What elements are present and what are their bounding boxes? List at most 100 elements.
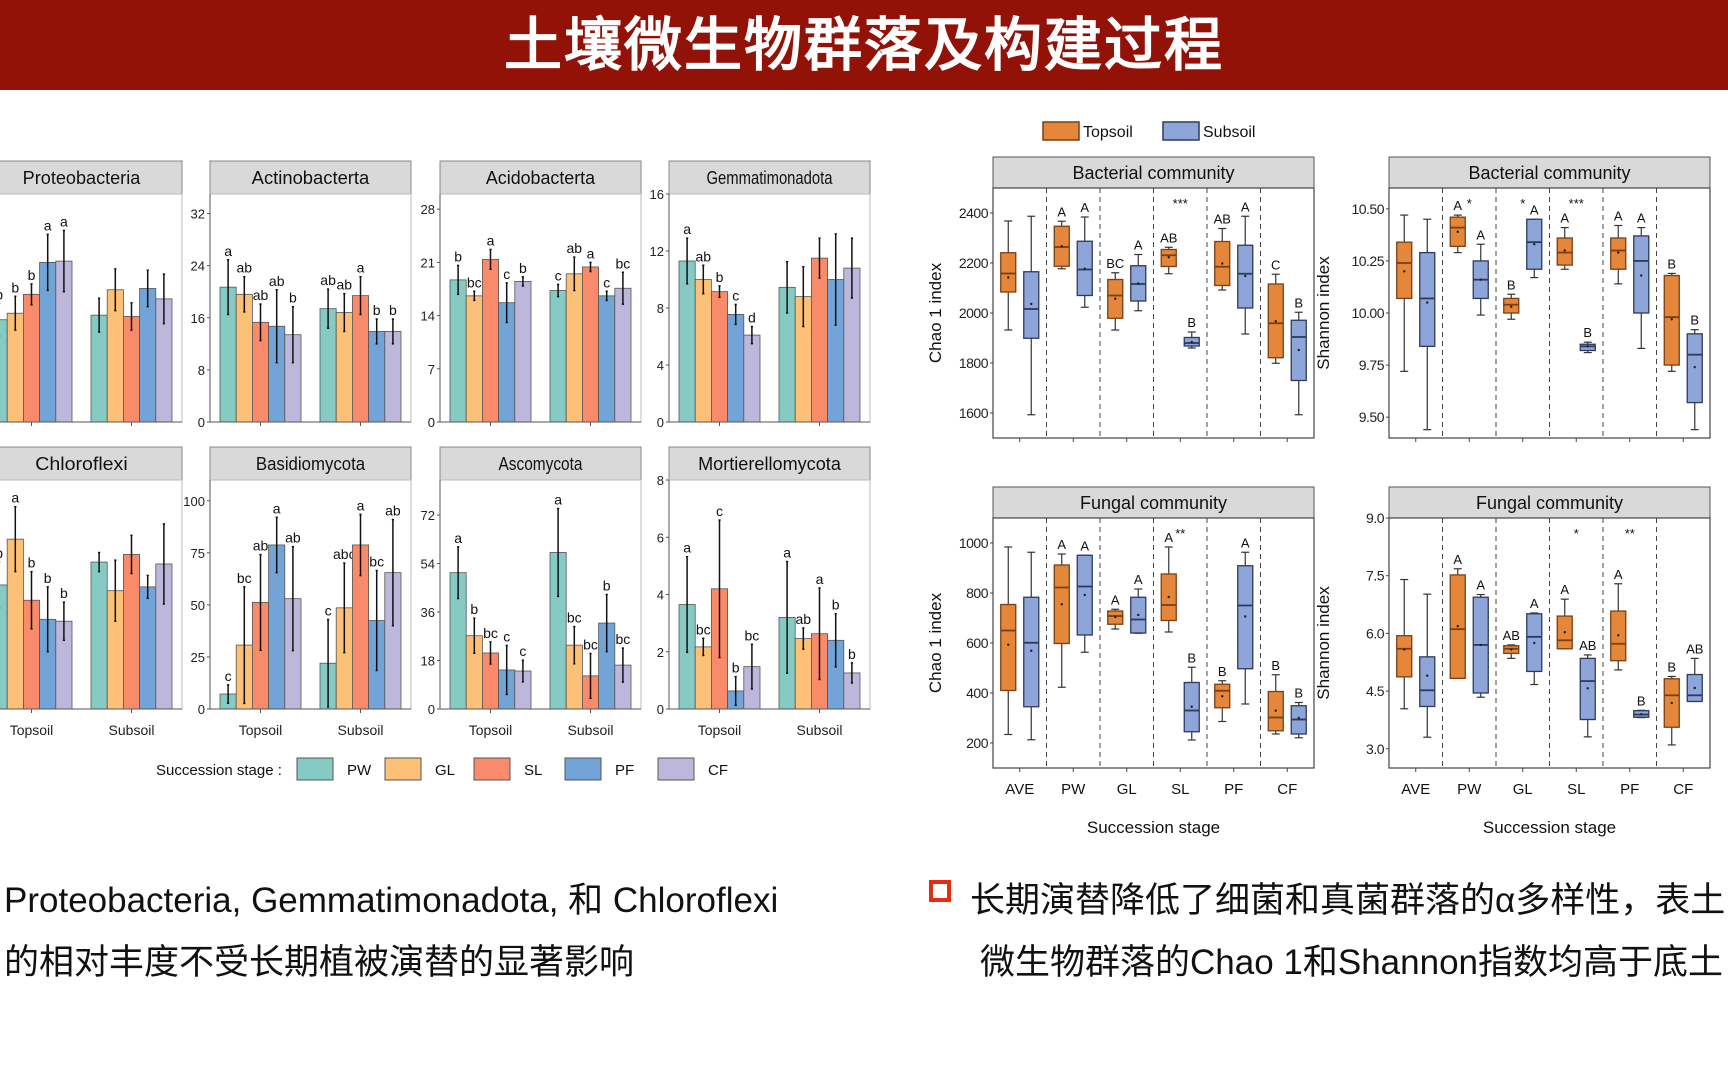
significance-letter: c [716,503,723,519]
y-tick-label: 1600 [959,405,989,421]
significance-letter: A [1530,202,1539,217]
panel-title: Gemmatimonadota [707,168,834,188]
bar-panel-chloroflexi: ChloroflexiTopsoilbabbbSubsoil [0,446,183,738]
significance-letter: bc [616,631,631,647]
mean-point [1083,267,1086,270]
significance-letter: abc [333,546,356,562]
significance-letter: a [44,217,52,233]
legend-label: GL [435,762,455,779]
mean-point [1007,276,1010,279]
x-category-label: Subsoil [109,722,155,738]
note-right-line1: 长期演替降低了细菌和真菌群落的α多样性，表土 [970,881,1726,920]
legend-swatch-gl [384,757,422,781]
significance-letter: b [716,269,724,285]
mean-point [1167,256,1170,259]
significance-letter: c [225,668,232,684]
mean-point [1617,634,1620,637]
significance-letter: a [454,530,462,546]
bar-pw-topsoil [449,279,467,423]
box-topsoil-ave [1396,635,1413,678]
box-panel-chao-1-index-bacterial: Bacterial community 1600 1800 2000 2200 2400 C… [926,156,1315,442]
significance-letter: ab [337,277,353,293]
panel-strip [1388,486,1711,519]
bar-pf-subsoil [139,288,157,423]
significance-letter: B [1187,650,1196,665]
significance-letter: A [1080,538,1089,553]
mean-point [1114,615,1117,619]
mean-point [1403,270,1406,273]
mean-point [1297,348,1300,352]
significance-stars: *** [1569,196,1584,211]
mean-point [1640,274,1643,277]
bar-gl-topsoil [235,293,253,423]
significance-letter: ab [253,287,269,303]
y-tick-label: 18 [421,654,435,669]
x-category-label: Topsoil [10,722,54,738]
bar-cf-topsoil [514,280,532,423]
x-category-label: CF [1277,781,1297,798]
significance-letter: bc [483,625,498,641]
significance-letter: c [603,274,610,290]
x-category-label: PF [1620,781,1639,798]
y-tick-label: 28 [421,202,435,217]
significance-letter: ab [696,248,712,264]
panel-title: Acidobacterta [486,168,596,188]
mean-point [1114,297,1117,300]
x-category-label: Subsoil [338,722,384,738]
significance-letter: b [0,545,3,561]
significance-letter: b [848,646,856,662]
significance-letter: b [373,302,381,318]
significance-stars: * [1520,196,1525,211]
legend-label: SL [524,762,542,779]
legend-swatch-sl [473,757,511,781]
succession-stage-legend: Succession stage : PW GL SL PF CF [156,757,728,781]
y-tick-label: 4 [657,358,664,373]
significance-letter: c [519,643,526,659]
x-category-label: Topsoil [469,722,513,738]
y-tick-label: 8 [657,473,664,488]
significance-letter: c [555,267,562,283]
panel-strip [668,160,871,195]
significance-letter: B [1507,277,1516,292]
significance-letter: c [503,628,510,644]
significance-stars: ** [1175,526,1185,541]
mean-point [1030,302,1033,306]
significance-letter: B [1583,325,1592,340]
significance-letter: B [1637,693,1646,708]
significance-letter: B [1218,664,1227,679]
significance-letter: a [554,492,562,508]
bullet-square-icon [929,880,951,902]
mean-point [1563,249,1566,252]
y-tick-label: 2200 [959,255,989,271]
x-category-label: Subsoil [797,722,843,738]
y-tick-label: 12 [650,244,664,259]
significance-letter: bc [583,637,598,653]
significance-letter: b [60,585,68,601]
significance-letter: B [1667,659,1676,674]
significance-letter: B [1690,313,1699,328]
mean-point [1060,603,1063,606]
y-tick-label: 4 [657,588,664,603]
y-tick-label: 4.5 [1366,683,1385,699]
mean-point [1670,701,1673,705]
y-tick-label: 400 [966,685,989,701]
y-tick-label: 0 [428,702,435,717]
x-category-label: GL [1117,781,1137,798]
mean-point [1426,674,1429,677]
mean-point [1244,274,1247,278]
mean-point [1244,615,1247,618]
x-category-label: GL [1513,781,1533,798]
mean-point [1030,649,1033,652]
y-tick-label: 25 [191,650,205,665]
significance-letter: A [1164,530,1173,545]
significance-letter: ab [253,538,269,554]
bar-panel-basidiomycota: Basidiomycota0255075100TopsoilcbcabaabSu… [183,446,412,738]
x-category-label: PF [1224,781,1243,798]
significance-letter: b [454,248,462,264]
mean-point [1190,340,1193,344]
mean-point [1137,613,1140,617]
significance-letter: a [224,243,232,259]
box-subsoil-ave [1419,656,1436,708]
bar-gl-topsoil [465,295,483,423]
